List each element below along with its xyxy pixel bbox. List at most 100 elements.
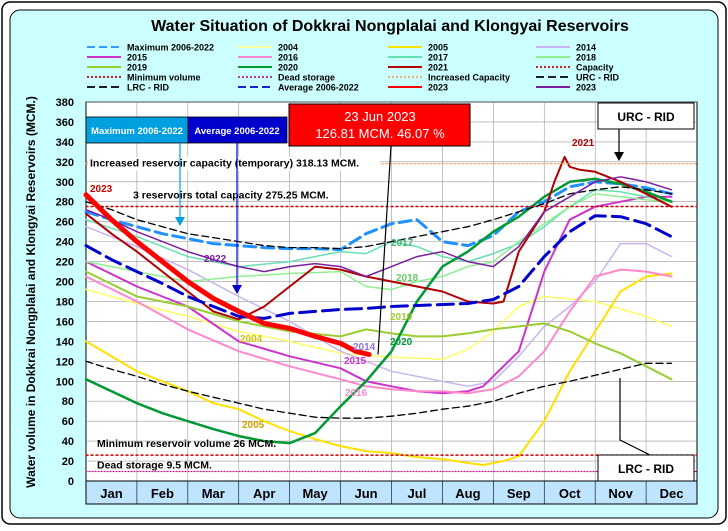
y-tick-label: 160 xyxy=(56,316,74,328)
y-axis-label: Water volume in Dokkrai Nongplalai and K… xyxy=(24,96,38,488)
series-line-2019 xyxy=(85,270,673,381)
x-category-label: Jan xyxy=(100,486,122,501)
callout-box xyxy=(288,103,471,147)
y-tick-label: 80 xyxy=(62,396,74,408)
x-category-label: Jun xyxy=(354,486,377,501)
chart-title: Water Situation of Dokkrai Nongplalai an… xyxy=(151,18,629,35)
x-category-label: May xyxy=(302,486,328,501)
maximum-label-box xyxy=(85,116,189,144)
legend-label: 2023 xyxy=(576,83,596,93)
series-line-2020 xyxy=(84,177,673,445)
reference-labels: Increased reservoir capacity (temporary)… xyxy=(88,156,380,472)
lrc-pointer xyxy=(619,378,651,456)
y-tick-label: 180 xyxy=(56,296,74,308)
series-line-2023 xyxy=(83,192,372,357)
series-line-2014 xyxy=(85,225,673,388)
legend-label: 2004 xyxy=(278,43,298,53)
ref-label-bg xyxy=(88,156,380,171)
y-tick-label: 360 xyxy=(56,117,74,129)
annotation-label: 2017 xyxy=(391,238,414,249)
annotation-label: 2016 xyxy=(345,388,368,399)
series-layer xyxy=(83,155,698,473)
ref-label: Increased reservoir capacity (temporary)… xyxy=(90,158,359,170)
series-line-2022 xyxy=(85,176,673,278)
y-tick-label: 300 xyxy=(56,177,74,189)
annotation-label: 2014 xyxy=(353,342,376,353)
x-category-label: Mar xyxy=(202,486,225,501)
ref-label: 3 reservoirs total capacity 275.25 MCM. xyxy=(133,189,329,201)
lrc-label-box xyxy=(597,454,695,482)
legend-label: 2017 xyxy=(428,53,448,63)
legend-label: 2005 xyxy=(428,43,448,53)
ref-label: Minimum reservoir volume 26 MCM. xyxy=(97,438,276,450)
series-line-lrc-rid xyxy=(85,360,673,419)
annotation-label: 2015 xyxy=(344,356,367,367)
annotation-label: 2019 xyxy=(390,312,413,323)
average-pointer-arrow xyxy=(232,285,242,294)
legend: Maximum 2006-2022 2004 2005 2014 2015 2016 201… xyxy=(87,43,619,93)
y-tick-label: 0 xyxy=(68,476,74,488)
legend-label: URC - RID xyxy=(576,73,619,83)
ref-label: Dead storage 9.5 MCM. xyxy=(97,460,212,472)
legend-label: 2020 xyxy=(278,63,298,73)
callout-text: 126.81 MCM. 46.07 % xyxy=(315,126,445,141)
y-tick-label: 140 xyxy=(56,336,74,348)
y-tick-label: 340 xyxy=(56,137,74,149)
legend-label: Capacity xyxy=(576,63,614,73)
y-tick-label: 280 xyxy=(56,197,74,209)
legend-label: Dead storage xyxy=(278,73,335,83)
urc-label-box xyxy=(597,102,695,130)
annotation-label: LRC - RID xyxy=(618,462,674,476)
annotation-label: 2005 xyxy=(242,420,265,431)
annotation-label: 2022 xyxy=(204,254,227,265)
annotation-label: 2004 xyxy=(240,334,263,345)
urc-pointer-arrow xyxy=(614,152,624,161)
y-tick-label: 60 xyxy=(62,416,74,428)
series-line-2005 xyxy=(85,272,673,466)
x-category-label: Sep xyxy=(507,486,531,501)
legend-label: 2021 xyxy=(428,63,448,73)
x-category-label: Apr xyxy=(253,486,275,501)
y-tick-label: 120 xyxy=(56,356,74,368)
legend-label: Maximum 2006-2022 xyxy=(127,43,214,53)
average-label-box xyxy=(187,116,288,144)
annotation-label: 2018 xyxy=(396,273,419,284)
x-category-label: Aug xyxy=(455,486,480,501)
x-category-labels: Jan Feb Mar Apr May Jun Jul Aug Sep Oct Nov Dec xyxy=(85,480,698,505)
y-tick-label: 320 xyxy=(56,157,74,169)
y-tick-label: 260 xyxy=(56,217,74,229)
legend-label: 2016 xyxy=(278,53,298,63)
y-tick-label: 220 xyxy=(56,257,74,269)
legend-label: 2023 xyxy=(428,83,448,93)
y-tick-label: 240 xyxy=(56,237,74,249)
y-tick-label: 100 xyxy=(56,376,74,388)
x-category-label: Jul xyxy=(408,486,427,501)
legend-label: Increased Capacity xyxy=(428,73,510,83)
annotation-label: 2023 xyxy=(90,184,113,195)
y-tick-label: 40 xyxy=(62,436,74,448)
legend-label: 2019 xyxy=(127,63,147,73)
legend-label: LRC - RID xyxy=(127,83,169,93)
y-tick-label: 200 xyxy=(56,277,74,289)
x-category-label: Dec xyxy=(660,486,684,501)
annotations: Maximum 2006-2022 Average 2006-2022 23 Jun… xyxy=(85,102,695,482)
series-line-average-2006-2022 xyxy=(84,214,673,320)
annotation-label: Average 2006-2022 xyxy=(194,126,279,137)
legend-label: 2015 xyxy=(127,53,147,63)
y-tick-label: 20 xyxy=(62,456,74,468)
annotation-label: 2021 xyxy=(572,138,595,149)
legend-label: Minimum volume xyxy=(127,73,201,83)
legend-label: Average 2006-2022 xyxy=(278,83,359,93)
callout-pointer xyxy=(377,145,392,355)
series-line-2018 xyxy=(85,193,673,291)
callout-date: 23 Jun 2023 xyxy=(344,109,416,124)
series-line-maximum-2006-2022 xyxy=(84,180,673,252)
legend-label: 2018 xyxy=(576,53,596,63)
annotation-label: 2020 xyxy=(390,337,413,348)
series-line-2016 xyxy=(85,268,673,395)
legend-label: 2014 xyxy=(576,43,596,53)
annotation-label: URC - RID xyxy=(617,110,675,124)
x-category-label: Nov xyxy=(608,486,633,501)
